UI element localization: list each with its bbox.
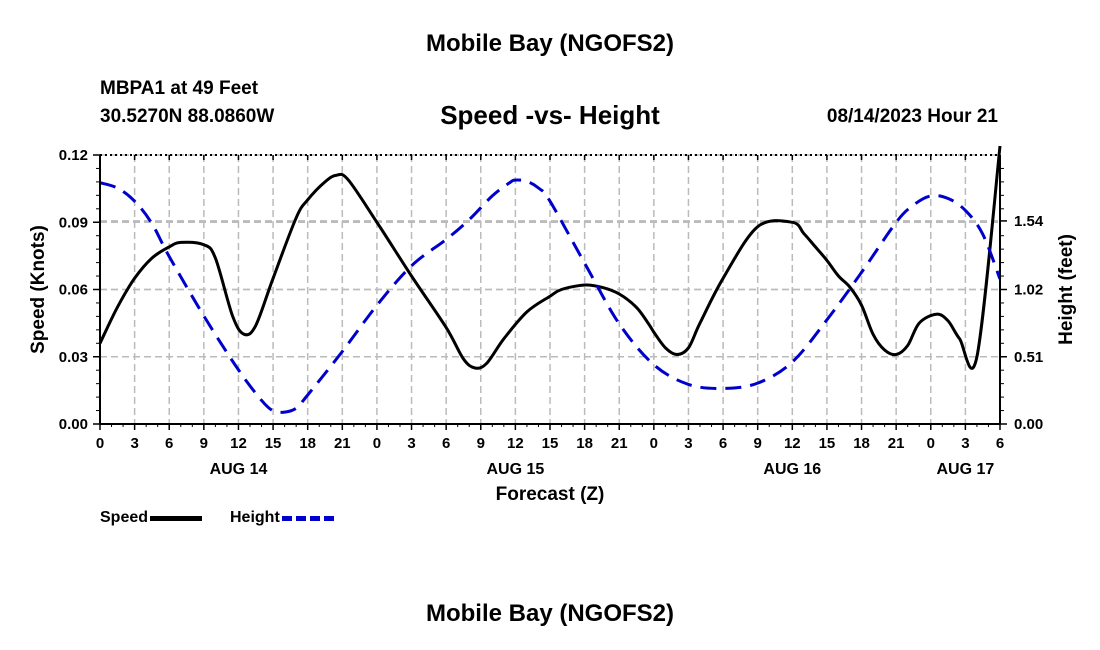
x-tick-label: 3 [961,435,969,452]
legend-line-speed-icon [150,515,203,521]
legend-label-speed: Speed [100,509,149,526]
x-tick-label: 9 [200,435,208,452]
y-left-tick-label: 0.06 [59,282,88,299]
y-left-tick-label: 0.12 [59,147,88,164]
footer-title: Mobile Bay (NGOFS2) [425,600,675,627]
axes [93,154,1007,430]
x-tick-label: 12 [507,435,524,452]
forecast-datetime: 08/14/2023 Hour 21 [826,106,998,127]
y-left-tick-label: 0.09 [59,214,88,231]
legend-item-height: Height [230,509,334,527]
day-label: AUG 16 [763,461,821,478]
x-tick-label: 6 [719,435,727,452]
x-tick-label: 21 [334,435,351,452]
x-tick-label: 12 [784,435,801,452]
y-left-tick-label: 0.00 [59,416,88,433]
x-tick-label: 0 [927,435,935,452]
series-line-height [99,178,1002,414]
x-tick-label: 21 [888,435,905,452]
series-line-speed [98,145,1002,370]
x-tick-label: 18 [576,435,593,452]
x-tick-label: 15 [542,435,559,452]
x-tick-label: 6 [442,435,450,452]
legend-line-height-icon [281,515,334,521]
x-tick-label: 15 [819,435,836,452]
axis-labels: 0 3 6 9 12 15 18 21 0 3 6 9 12 15 18 21 0 3 6 9 12 15 18 21 0 3 6A… [28,147,1077,505]
day-label: AUG 17 [936,461,994,478]
y-right-tick-label: 0.00 [1014,416,1043,433]
legend-item-speed: Speed [100,509,203,527]
x-tick-label: 12 [230,435,247,452]
y-left-axis-title: Speed (Knots) [28,225,49,354]
x-tick-label: 0 [373,435,381,452]
x-tick-label: 3 [130,435,138,452]
y-left-tick-label: 0.03 [59,349,88,366]
x-tick-label: 3 [684,435,692,452]
x-tick-label: 6 [996,435,1004,452]
series-lines [98,145,1002,414]
x-tick-label: 21 [611,435,628,452]
x-tick-label: 15 [265,435,282,452]
x-tick-label: 0 [650,435,658,452]
chart-subtitle: Speed -vs- Height [440,100,660,130]
coordinates-label: 30.5270N 88.0860W [100,106,275,127]
day-label: AUG 15 [486,461,544,478]
x-tick-label: 6 [165,435,173,452]
legend-label-height: Height [230,509,280,526]
x-tick-label: 0 [96,435,104,452]
x-axis-title: Forecast (Z) [496,484,605,505]
day-label: AUG 14 [210,461,268,478]
x-tick-label: 3 [407,435,415,452]
chart-title: Mobile Bay (NGOFS2) [425,30,675,57]
y-right-tick-label: 0.51 [1014,349,1043,366]
y-right-tick-label: 1.54 [1014,213,1044,230]
station-label: MBPA1 at 49 Feet [100,78,259,99]
y-right-axis-title: Height (feet) [1056,234,1077,345]
grid-lines [100,154,1000,424]
x-tick-label: 9 [477,435,485,452]
x-tick-label: 9 [754,435,762,452]
x-tick-label: 18 [299,435,316,452]
x-tick-label: 18 [853,435,870,452]
y-right-tick-label: 1.02 [1014,282,1043,299]
